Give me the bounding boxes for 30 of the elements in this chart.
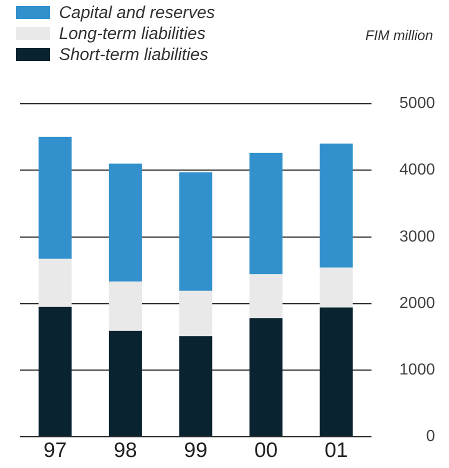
bar: [108, 330, 142, 436]
legend-label: Short-term liabilities: [59, 44, 208, 64]
y-tick-label: 0: [426, 428, 436, 446]
y-axis-title: FIM million: [364, 27, 433, 44]
x-tick-label: 01: [324, 439, 348, 462]
bar: [38, 258, 72, 307]
x-tick-label: 00: [254, 439, 278, 462]
bar: [179, 172, 212, 291]
y-tick-label: 5000: [399, 95, 436, 112]
bar: [249, 318, 282, 436]
bar: [108, 164, 142, 282]
legend-label: Long-term liabilities: [59, 24, 206, 44]
y-tick-label: 1000: [399, 362, 436, 379]
x-tick-label: 99: [184, 439, 208, 462]
bar: [179, 336, 212, 436]
y-tick-label: 2000: [399, 294, 436, 312]
bar: [320, 308, 353, 436]
bar: [320, 268, 353, 308]
legend-label: Capital and reserves: [59, 2, 215, 22]
y-tick-label: 3000: [399, 228, 436, 246]
x-tick-label: 98: [114, 439, 138, 462]
bar: [320, 144, 353, 268]
x-tick-label: 97: [43, 439, 67, 462]
bar: [38, 306, 72, 436]
bar: [38, 136, 72, 259]
y-tick-label: 4000: [399, 162, 436, 179]
bar: [179, 290, 212, 336]
bar: [249, 152, 282, 274]
bar: [249, 274, 282, 318]
bar: [108, 282, 142, 331]
